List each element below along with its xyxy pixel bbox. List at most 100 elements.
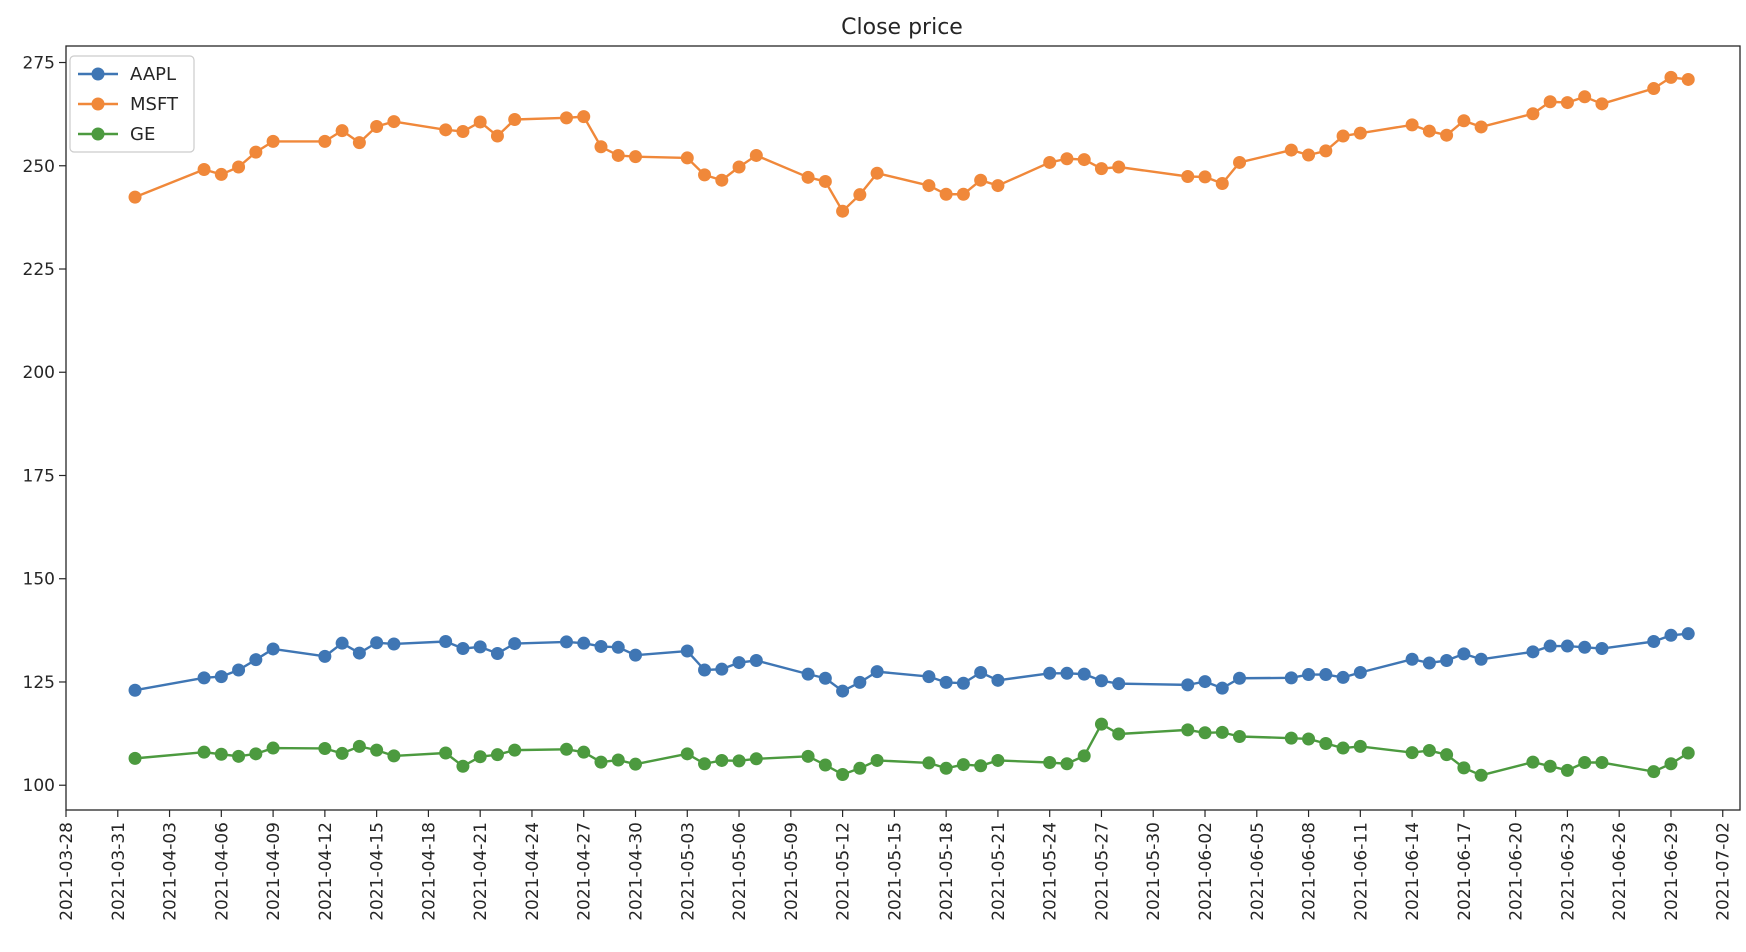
data-point-aapl <box>629 648 643 662</box>
data-point-ge <box>473 750 487 764</box>
x-tick-label: 2021-06-20 <box>1507 822 1527 921</box>
data-point-aapl <box>232 663 246 677</box>
data-point-ge <box>577 745 591 759</box>
series-aapl <box>128 627 1695 698</box>
data-point-ge <box>439 746 453 760</box>
data-point-ge <box>352 739 366 753</box>
data-point-aapl <box>214 670 228 684</box>
data-point-msft <box>1302 148 1316 162</box>
data-point-aapl <box>939 675 953 689</box>
data-point-msft <box>594 140 608 154</box>
data-point-msft <box>473 115 487 129</box>
data-point-ge <box>922 756 936 770</box>
data-point-msft <box>197 162 211 176</box>
data-point-msft <box>1284 143 1298 157</box>
data-point-aapl <box>559 635 573 649</box>
data-point-aapl <box>1664 628 1678 642</box>
legend-marker-msft <box>91 97 105 111</box>
data-point-msft <box>1112 160 1126 174</box>
data-point-msft <box>1526 107 1540 121</box>
data-point-aapl <box>1336 670 1350 684</box>
data-point-aapl <box>801 667 815 681</box>
data-point-ge <box>1060 757 1074 771</box>
data-point-ge <box>559 742 573 756</box>
data-point-ge <box>335 746 349 760</box>
data-point-msft <box>1474 120 1488 134</box>
data-point-aapl <box>1043 666 1057 680</box>
data-point-ge <box>1474 768 1488 782</box>
data-point-msft <box>1336 129 1350 143</box>
data-point-ge <box>1560 763 1574 777</box>
data-point-msft <box>1233 155 1247 169</box>
data-point-aapl <box>266 642 280 656</box>
data-point-aapl <box>490 646 504 660</box>
data-point-aapl <box>1060 666 1074 680</box>
data-point-aapl <box>1302 668 1316 682</box>
data-point-msft <box>956 187 970 201</box>
x-tick-label: 2021-06-11 <box>1351 822 1371 921</box>
data-point-ge <box>1440 748 1454 762</box>
data-point-ge <box>266 741 280 755</box>
data-point-aapl <box>1233 671 1247 685</box>
data-point-aapl <box>991 673 1005 687</box>
data-point-aapl <box>249 653 263 667</box>
data-point-msft <box>749 148 763 162</box>
legend-label-ge: GE <box>130 124 155 145</box>
data-point-msft <box>680 151 694 165</box>
data-point-msft <box>559 111 573 125</box>
data-point-msft <box>1353 126 1367 140</box>
x-tick-label: 2021-04-27 <box>575 822 595 921</box>
data-point-aapl <box>870 665 884 679</box>
data-point-aapl <box>956 676 970 690</box>
data-point-ge <box>991 753 1005 767</box>
x-tick-label: 2021-04-09 <box>264 822 284 921</box>
data-point-aapl <box>1457 647 1471 661</box>
data-point-msft <box>1319 144 1333 158</box>
data-point-msft <box>387 115 401 129</box>
data-point-msft <box>249 145 263 159</box>
data-point-ge <box>1543 759 1557 773</box>
data-point-msft <box>1681 72 1695 86</box>
data-point-msft <box>352 136 366 150</box>
data-point-ge <box>249 747 263 761</box>
data-point-aapl <box>508 637 522 651</box>
x-tick-label: 2021-04-15 <box>368 822 388 921</box>
data-point-msft <box>853 188 867 202</box>
data-point-aapl <box>335 636 349 650</box>
data-point-ge <box>1422 744 1436 758</box>
data-point-aapl <box>732 656 746 670</box>
series-ge <box>128 717 1695 782</box>
data-point-aapl <box>439 635 453 649</box>
series-msft <box>128 70 1695 218</box>
data-point-msft <box>715 173 729 187</box>
data-point-msft <box>629 150 643 164</box>
data-point-aapl <box>818 671 832 685</box>
data-point-ge <box>508 743 522 757</box>
data-point-ge <box>801 749 815 763</box>
data-point-ge <box>318 741 332 755</box>
data-point-ge <box>1112 727 1126 741</box>
data-point-ge <box>732 754 746 768</box>
data-point-ge <box>1043 756 1057 770</box>
data-point-ge <box>387 749 401 763</box>
data-point-ge <box>853 761 867 775</box>
data-point-aapl <box>1198 675 1212 689</box>
data-point-ge <box>370 743 384 757</box>
data-point-msft <box>922 179 936 193</box>
x-tick-label: 2021-05-12 <box>834 822 854 921</box>
x-tick-label: 2021-05-03 <box>678 822 698 921</box>
data-point-msft <box>128 190 142 204</box>
data-point-msft <box>1560 96 1574 110</box>
data-point-msft <box>836 204 850 218</box>
data-point-msft <box>370 120 384 134</box>
data-point-aapl <box>1284 671 1298 685</box>
data-point-aapl <box>577 636 591 650</box>
data-point-msft <box>318 134 332 148</box>
y-tick-label: 200 <box>23 363 55 383</box>
data-point-aapl <box>1422 656 1436 670</box>
data-point-aapl <box>1578 640 1592 654</box>
x-tick-label: 2021-04-12 <box>316 822 336 921</box>
data-point-msft <box>1595 97 1609 111</box>
y-axis: 100 125 150 175 200 225 250 275 <box>23 54 66 796</box>
